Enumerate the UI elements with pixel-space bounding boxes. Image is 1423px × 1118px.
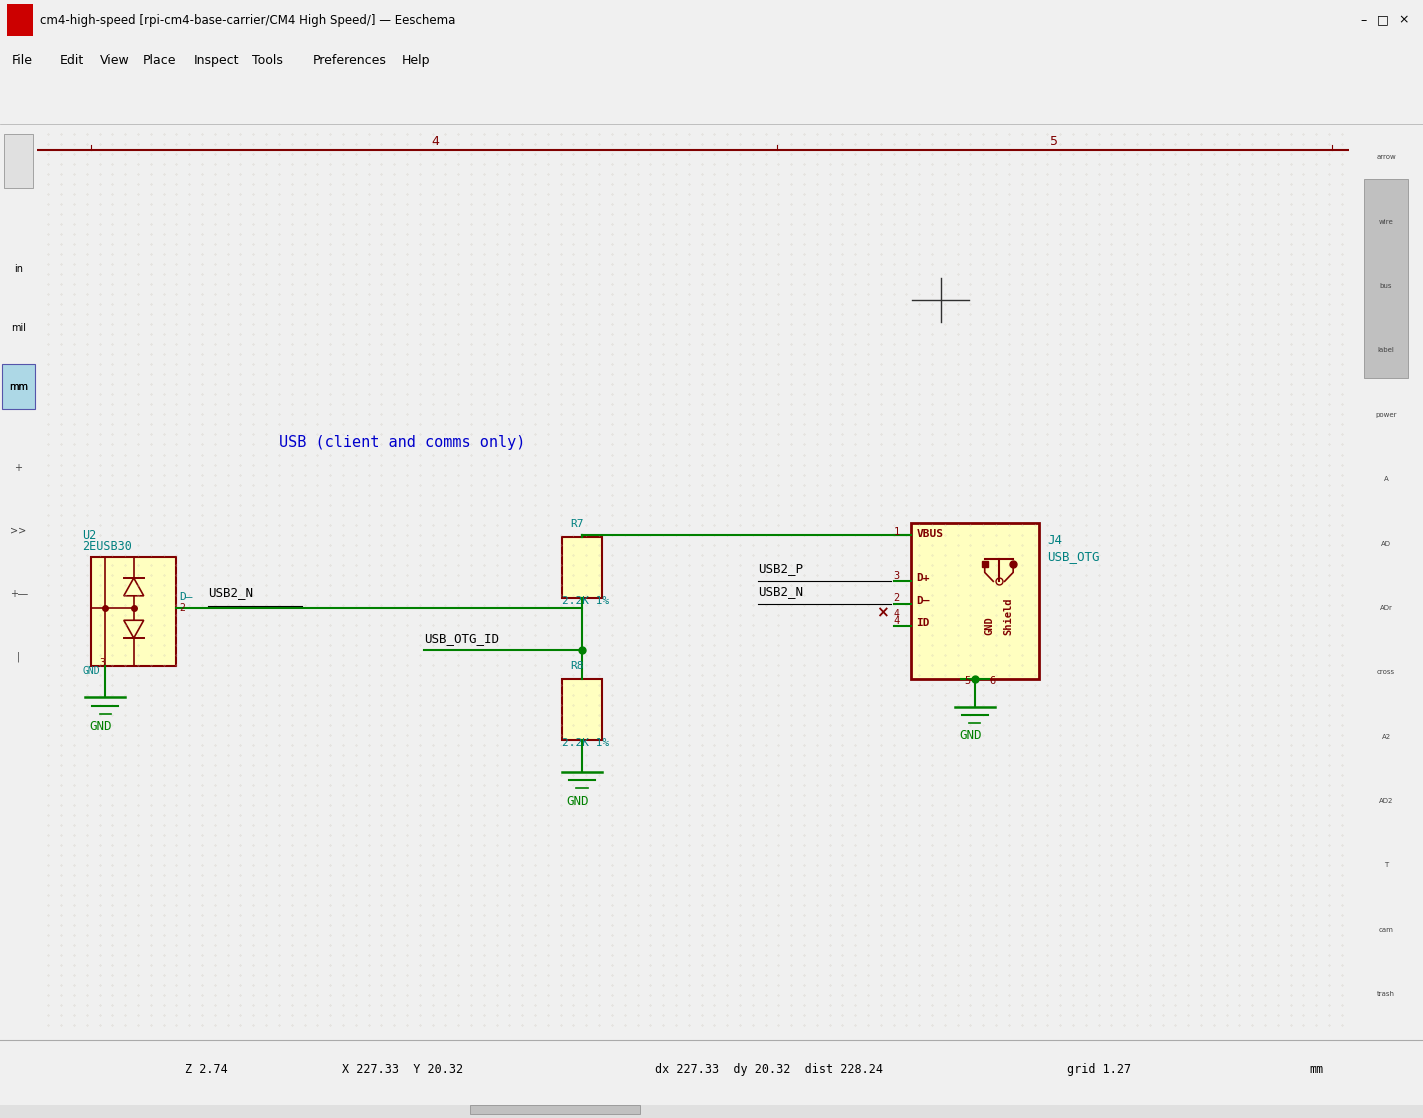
Text: Z 2.74: Z 2.74 <box>185 1063 228 1076</box>
Text: GND: GND <box>83 665 100 675</box>
Bar <box>470 1105 640 1114</box>
Text: Edit: Edit <box>60 54 84 67</box>
Text: 2.2K 1%: 2.2K 1% <box>562 738 609 748</box>
Bar <box>7 4 33 36</box>
Text: J4: J4 <box>1047 533 1063 547</box>
Bar <box>0 1105 1423 1118</box>
Text: T: T <box>1385 862 1387 869</box>
Text: GND: GND <box>90 720 112 733</box>
Text: 5: 5 <box>965 675 970 685</box>
Text: 2: 2 <box>894 594 899 604</box>
Bar <box>1363 179 1409 378</box>
Text: USB2_N: USB2_N <box>758 585 804 598</box>
Text: R7: R7 <box>571 519 583 529</box>
Text: USB2_N: USB2_N <box>208 586 253 599</box>
Text: X 227.33  Y 20.32: X 227.33 Y 20.32 <box>342 1063 462 1076</box>
Text: Help: Help <box>401 54 430 67</box>
Text: GND: GND <box>985 616 995 635</box>
Text: A2: A2 <box>1382 733 1390 740</box>
Text: USB_OTG_ID: USB_OTG_ID <box>424 633 499 645</box>
Text: D–: D– <box>916 596 929 606</box>
Text: AD2: AD2 <box>1379 798 1393 804</box>
Text: USB (client and comms only): USB (client and comms only) <box>279 435 525 449</box>
Text: dx 227.33  dy 20.32  dist 228.24: dx 227.33 dy 20.32 dist 228.24 <box>655 1063 882 1076</box>
Bar <box>0 1041 43 1114</box>
Text: View: View <box>100 54 129 67</box>
Bar <box>1 364 36 409</box>
Text: ×: × <box>877 605 889 620</box>
Text: 2EUSB30: 2EUSB30 <box>83 540 132 553</box>
Text: bus: bus <box>1380 283 1392 290</box>
Text: GND: GND <box>959 729 982 742</box>
Text: Preferences: Preferences <box>313 54 387 67</box>
Text: in: in <box>14 264 23 274</box>
Bar <box>91 557 176 666</box>
Text: >>: >> <box>10 525 27 536</box>
Bar <box>562 680 602 740</box>
Text: ADr: ADr <box>1379 605 1393 610</box>
Text: 3: 3 <box>100 657 105 667</box>
Text: Tools: Tools <box>252 54 283 67</box>
Text: mm: mm <box>9 381 28 391</box>
Text: 1: 1 <box>894 527 899 537</box>
Text: mm: mm <box>9 381 28 391</box>
Text: trash: trash <box>1377 992 1395 997</box>
Text: 6: 6 <box>989 675 995 685</box>
Text: 3: 3 <box>894 571 899 581</box>
Text: VBUS: VBUS <box>916 529 943 539</box>
Text: 4: 4 <box>894 616 899 626</box>
Bar <box>911 523 1039 680</box>
Text: +: + <box>14 463 23 473</box>
Text: 4: 4 <box>894 609 899 619</box>
Text: 2: 2 <box>179 604 185 614</box>
Text: arrow: arrow <box>1376 154 1396 160</box>
Text: wire: wire <box>1379 219 1393 225</box>
Text: U2: U2 <box>83 529 97 542</box>
Text: ×: × <box>1397 13 1409 27</box>
Text: USB2_P: USB2_P <box>758 562 804 576</box>
Text: mm: mm <box>1309 1063 1323 1076</box>
Text: –: – <box>1360 13 1366 27</box>
Bar <box>4 134 33 188</box>
Text: cross: cross <box>1377 670 1395 675</box>
Text: cam: cam <box>1379 927 1393 932</box>
Text: AD: AD <box>1380 541 1392 547</box>
Text: +―: +― <box>10 589 27 599</box>
Text: power: power <box>1375 411 1397 418</box>
Text: ID: ID <box>916 618 929 628</box>
Bar <box>562 537 602 598</box>
Text: label: label <box>1377 348 1395 353</box>
Text: cm4-high-speed [rpi-cm4-base-carrier/CM4 High Speed/] — Eeschema: cm4-high-speed [rpi-cm4-base-carrier/CM4… <box>40 13 455 27</box>
Text: |: | <box>17 652 20 662</box>
Text: 4: 4 <box>431 135 440 149</box>
Text: 5: 5 <box>1050 135 1059 149</box>
Text: D–: D– <box>179 593 192 603</box>
Text: GND: GND <box>566 795 589 808</box>
Text: File: File <box>11 54 33 67</box>
Text: grid 1.27: grid 1.27 <box>1067 1063 1131 1076</box>
Text: USB_OTG: USB_OTG <box>1047 550 1100 563</box>
Text: Place: Place <box>142 54 176 67</box>
Text: D+: D+ <box>916 574 929 584</box>
Text: Inspect: Inspect <box>194 54 239 67</box>
Text: A: A <box>1383 476 1389 482</box>
Text: mil: mil <box>11 323 26 333</box>
Text: □: □ <box>1377 13 1389 27</box>
Text: R8: R8 <box>571 661 583 671</box>
Text: Shield: Shield <box>1003 597 1013 635</box>
Text: 2.2K 1%: 2.2K 1% <box>562 596 609 606</box>
